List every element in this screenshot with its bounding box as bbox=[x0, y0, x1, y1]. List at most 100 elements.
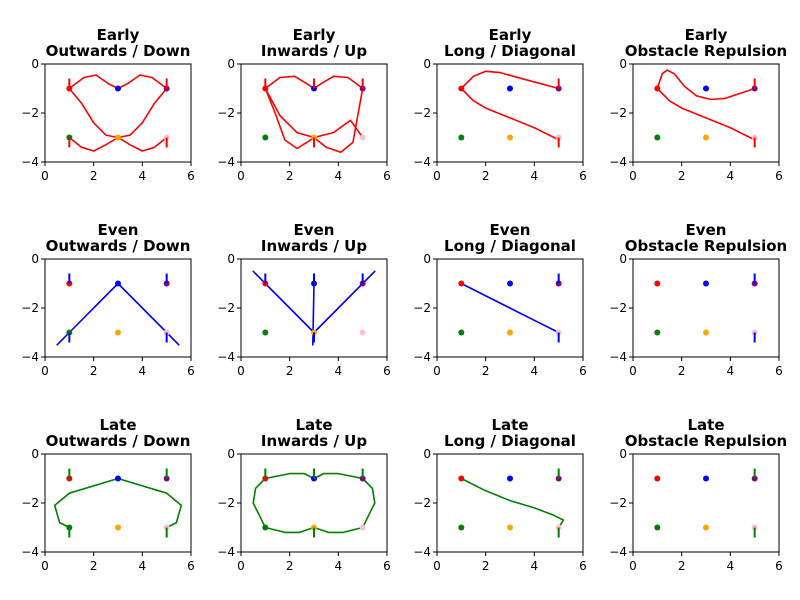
y-tick-label: −2 bbox=[217, 496, 235, 510]
subplot-title: Early bbox=[97, 26, 140, 44]
data-point bbox=[703, 524, 709, 531]
x-tick-label: 6 bbox=[775, 559, 783, 573]
data-point bbox=[507, 85, 513, 92]
data-point bbox=[115, 524, 121, 531]
trajectory-line bbox=[252, 477, 376, 534]
data-point bbox=[703, 475, 709, 482]
trajectory-line bbox=[264, 87, 364, 153]
y-tick-label: −4 bbox=[21, 545, 39, 559]
data-point bbox=[115, 329, 121, 336]
axes-frame bbox=[44, 258, 192, 358]
x-tick-label: 4 bbox=[727, 559, 735, 573]
data-point bbox=[703, 329, 709, 336]
subplot-title: Outwards / Down bbox=[46, 237, 191, 255]
x-tick-label: 4 bbox=[727, 364, 735, 378]
trajectory-line bbox=[656, 69, 756, 101]
data-point bbox=[262, 524, 269, 531]
x-tick-label: 2 bbox=[678, 169, 686, 183]
data-point bbox=[115, 280, 121, 287]
trajectory-line bbox=[264, 87, 364, 139]
y-tick-label: −2 bbox=[609, 301, 627, 315]
y-tick-label: 0 bbox=[227, 252, 235, 266]
trajectory-group bbox=[252, 472, 376, 534]
data-point bbox=[507, 280, 513, 287]
y-tick-label: −4 bbox=[217, 545, 235, 559]
subplot-title: Inwards / Up bbox=[261, 42, 367, 60]
y-tick-label: 0 bbox=[619, 252, 627, 266]
x-tick-label: 0 bbox=[433, 169, 441, 183]
subplot-title: Obstacle Repulsion bbox=[625, 42, 787, 60]
y-tick-label: 0 bbox=[31, 447, 39, 461]
x-tick-label: 0 bbox=[237, 364, 245, 378]
y-tick-label: 0 bbox=[619, 57, 627, 71]
x-tick-label: 4 bbox=[335, 559, 343, 573]
x-tick-label: 2 bbox=[482, 169, 490, 183]
y-tick-label: −4 bbox=[413, 350, 431, 364]
x-tick-label: 0 bbox=[433, 364, 441, 378]
subplot-title: Even bbox=[294, 221, 335, 239]
x-tick-label: 0 bbox=[41, 559, 49, 573]
data-point bbox=[654, 329, 661, 336]
data-point bbox=[507, 524, 513, 531]
y-tick-label: −4 bbox=[217, 350, 235, 364]
data-point bbox=[115, 475, 121, 482]
subplot-title: Late bbox=[687, 416, 724, 434]
x-tick-label: 4 bbox=[139, 559, 147, 573]
x-tick-label: 0 bbox=[629, 364, 637, 378]
y-tick-label: −2 bbox=[217, 106, 235, 120]
trajectory-group bbox=[460, 70, 560, 141]
trajectory-group bbox=[56, 282, 180, 346]
subplot-title: Early bbox=[685, 26, 728, 44]
trajectory-group bbox=[656, 69, 756, 141]
subplot-title: Late bbox=[295, 416, 332, 434]
y-tick-label: 0 bbox=[619, 447, 627, 461]
trajectory-line bbox=[460, 282, 560, 334]
data-point bbox=[654, 134, 661, 141]
trajectory-group bbox=[460, 282, 560, 334]
trajectory-group bbox=[460, 477, 565, 529]
subplot-title: Long / Diagonal bbox=[444, 42, 576, 60]
data-point bbox=[458, 329, 465, 336]
y-tick-label: −2 bbox=[413, 106, 431, 120]
x-tick-label: 6 bbox=[187, 169, 195, 183]
y-tick-label: −2 bbox=[21, 496, 39, 510]
x-tick-label: 4 bbox=[335, 169, 343, 183]
x-tick-label: 2 bbox=[90, 364, 98, 378]
y-tick-label: −4 bbox=[413, 155, 431, 169]
y-tick-label: −4 bbox=[21, 155, 39, 169]
x-tick-label: 2 bbox=[482, 364, 490, 378]
y-tick-label: −2 bbox=[21, 106, 39, 120]
subplot-title: Late bbox=[491, 416, 528, 434]
x-tick-label: 6 bbox=[187, 364, 195, 378]
x-tick-label: 4 bbox=[139, 364, 147, 378]
y-tick-label: 0 bbox=[227, 447, 235, 461]
x-tick-label: 4 bbox=[531, 169, 539, 183]
trajectory-line bbox=[68, 87, 168, 139]
x-tick-label: 0 bbox=[237, 169, 245, 183]
data-point bbox=[359, 524, 366, 531]
x-tick-label: 4 bbox=[335, 364, 343, 378]
subplot-title: Obstacle Repulsion bbox=[625, 237, 787, 255]
data-point bbox=[458, 524, 465, 531]
data-point bbox=[703, 134, 709, 141]
y-tick-label: 0 bbox=[423, 447, 431, 461]
data-point bbox=[654, 85, 661, 92]
data-point bbox=[359, 329, 366, 336]
x-tick-label: 2 bbox=[678, 559, 686, 573]
y-tick-label: −2 bbox=[609, 106, 627, 120]
y-tick-label: −4 bbox=[413, 545, 431, 559]
data-point bbox=[458, 475, 465, 482]
trajectory-line bbox=[53, 477, 183, 529]
x-tick-label: 4 bbox=[139, 169, 147, 183]
data-point bbox=[654, 524, 661, 531]
